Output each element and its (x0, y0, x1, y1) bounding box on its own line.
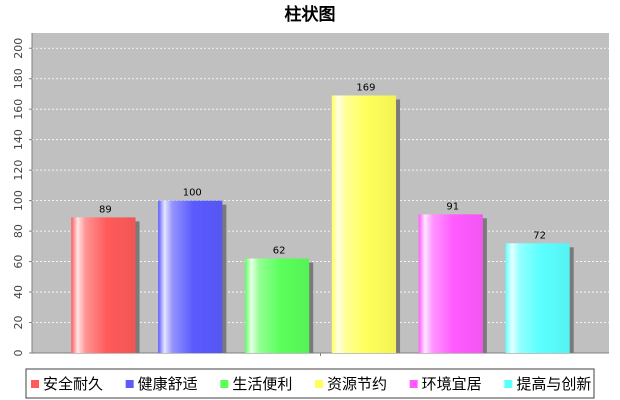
y-tick-label: 160 (12, 99, 25, 120)
legend-label: 健康舒适 (138, 375, 198, 393)
data-label: 91 (446, 201, 459, 212)
y-tick-label: 60 (12, 255, 25, 269)
bar-3 (244, 258, 310, 353)
legend (25, 368, 595, 399)
legend-swatch (409, 380, 418, 388)
y-tick-label: 80 (12, 224, 25, 238)
legend-label: 提高与创新 (516, 375, 591, 393)
bar-4 (331, 95, 397, 353)
y-tick-label: 100 (12, 190, 25, 211)
legend-swatch (31, 380, 39, 388)
legend-swatch (220, 380, 229, 388)
bar-1 (71, 217, 136, 353)
data-label: 100 (183, 188, 202, 199)
data-label: 89 (99, 204, 112, 215)
legend-swatch (504, 380, 513, 388)
y-tick-label: 120 (12, 160, 25, 181)
y-tick-label: 180 (12, 68, 25, 89)
bar-2 (158, 200, 223, 353)
legend-swatch (315, 380, 323, 388)
legend-label: 安全耐久 (43, 375, 103, 393)
data-label: 72 (533, 230, 546, 241)
bar-6 (505, 243, 570, 353)
data-label: 169 (356, 82, 375, 93)
y-tick-label: 20 (12, 316, 25, 330)
legend-label: 资源节约 (327, 375, 387, 393)
legend-swatch (125, 380, 134, 388)
legend-label: 生活便利 (232, 375, 292, 393)
chart-title: 柱状图 (285, 4, 336, 25)
data-label: 62 (273, 246, 286, 257)
y-tick-label: 40 (12, 285, 25, 299)
y-tick-label: 140 (12, 129, 25, 150)
bar-5 (418, 214, 483, 353)
y-tick-label: 0 (12, 350, 25, 357)
legend-label: 环境宜居 (422, 375, 482, 393)
y-tick-label: 200 (12, 38, 25, 59)
